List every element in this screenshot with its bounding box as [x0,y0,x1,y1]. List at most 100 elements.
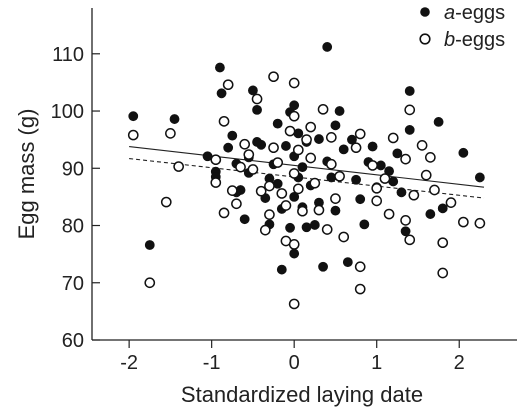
point-a-eggs [400,226,411,237]
point-b-eggs [429,184,440,196]
point-a-eggs [169,114,180,124]
point-a-eggs [359,219,370,230]
point-b-eggs [292,183,304,195]
point-b-eggs [160,196,172,208]
point-b-eggs [276,188,288,199]
point-b-eggs [144,277,156,289]
point-a-eggs [144,240,155,250]
point-b-eggs [371,182,383,194]
point-b-eggs [280,200,292,211]
point-a-eggs [351,174,361,185]
point-b-eggs [226,185,238,196]
point-b-eggs [338,231,350,243]
point-b-eggs [272,157,284,168]
point-b-eggs [292,144,304,156]
point-b-eggs [404,104,416,116]
point-b-eggs [251,93,263,105]
point-b-eggs [404,234,416,246]
point-b-eggs [354,261,366,273]
point-b-eggs [210,154,222,166]
point-a-eggs [252,104,262,115]
point-b-eggs [420,169,432,181]
legend-label-b-eggs: b-eggs [444,29,505,51]
point-b-eggs [321,224,333,235]
x-axis-title: Standardized laying date [181,382,423,407]
point-b-eggs [354,283,366,295]
point-b-eggs [387,132,399,144]
point-b-eggs [243,149,255,160]
point-a-eggs [322,42,333,52]
x-tick-label: -2 [120,352,138,374]
point-b-eggs [231,198,242,210]
point-a-eggs [338,144,349,155]
point-a-eggs [297,162,308,173]
y-axis-ticks: 60 70 80 90 100 110 [51,44,100,352]
x-tick-label: -1 [203,352,221,374]
point-b-eggs [127,129,139,141]
point-a-eggs [227,130,238,141]
point-b-eggs [334,170,345,182]
point-b-eggs [288,168,300,179]
plot-area: 60 70 80 90 100 110 -2 -1 0 1 2 [51,8,517,374]
point-b-eggs [173,161,185,172]
point-b-eggs [288,298,300,310]
point-b-eggs [305,121,317,133]
point-a-eggs [342,257,353,268]
point-a-eggs [318,261,328,272]
point-a-eggs [330,120,341,131]
point-b-eggs [268,71,279,83]
point-b-eggs [437,267,449,279]
y-tick-label: 90 [62,158,84,180]
y-tick-label: 100 [51,101,84,123]
legend-marker-a-eggs [420,7,430,17]
point-a-eggs [239,214,250,225]
point-a-eggs [272,118,283,129]
y-tick-label: 70 [62,273,84,295]
point-a-eggs [215,62,225,73]
point-a-eggs [128,111,139,122]
y-tick-label: 110 [52,44,84,66]
point-a-eggs [289,100,300,111]
point-b-eggs [239,138,251,150]
point-a-eggs [425,209,436,219]
point-a-eggs [367,141,378,152]
point-a-eggs [248,85,258,96]
point-b-eggs [305,152,317,164]
point-b-eggs [247,164,259,175]
point-a-eggs [285,222,295,233]
point-a-eggs [433,117,444,127]
point-b-eggs [259,224,271,236]
data-points [127,42,486,310]
point-b-eggs [313,204,325,216]
point-b-eggs [330,193,341,204]
point-b-eggs [400,153,411,165]
point-a-eggs [223,142,234,153]
point-b-eggs [284,125,296,137]
point-b-eggs [416,140,428,151]
point-b-eggs [264,180,275,192]
point-b-eggs [255,185,267,197]
point-b-eggs [301,134,312,146]
point-b-eggs [445,197,457,208]
y-tick-label: 60 [62,330,84,352]
trendline-b-eggs [129,157,485,199]
point-b-eggs [458,216,469,228]
point-b-eggs [264,209,275,220]
point-b-eggs [354,128,366,140]
point-b-eggs [288,77,300,89]
point-b-eggs [288,239,300,250]
point-a-eggs [314,134,324,144]
point-a-eggs [437,203,448,214]
point-b-eggs [408,189,420,201]
point-a-eggs [355,194,366,205]
point-a-eggs [281,141,291,151]
legend-marker-b-eggs [419,33,431,45]
point-b-eggs [350,142,362,154]
y-tick-label: 80 [62,216,84,238]
point-b-eggs [383,208,395,220]
point-b-eggs [288,110,300,122]
point-b-eggs [325,132,337,143]
point-a-eggs [309,220,320,230]
point-b-eggs [297,205,308,217]
